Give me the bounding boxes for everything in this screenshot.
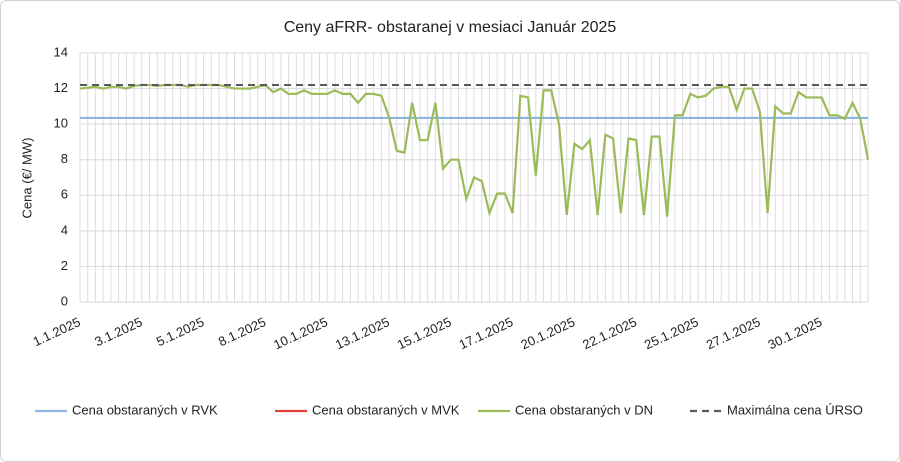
series-line <box>79 83 870 217</box>
y-tick-label: 8 <box>61 151 68 166</box>
y-tick-label: 10 <box>54 116 68 131</box>
y-axis-label: Cena (€/ MW) <box>19 138 34 219</box>
chart-title: Ceny aFRR- obstaranej v mesiaci Január 2… <box>284 19 617 36</box>
y-tick-label: 14 <box>54 44 68 59</box>
y-tick-label: 2 <box>61 258 68 273</box>
y-tick-label: 0 <box>61 293 68 308</box>
legend-label: Cena obstaraných v RVK <box>72 402 218 417</box>
legend-label: Cena obstaraných v MVK <box>312 402 460 417</box>
legend-label: Maximálna cena ÚRSO <box>727 402 863 417</box>
y-tick-label: 6 <box>61 187 68 202</box>
legend-label: Cena obstaraných v DN <box>515 402 653 417</box>
y-tick-label: 4 <box>61 222 68 237</box>
y-tick-label: 12 <box>54 80 68 95</box>
